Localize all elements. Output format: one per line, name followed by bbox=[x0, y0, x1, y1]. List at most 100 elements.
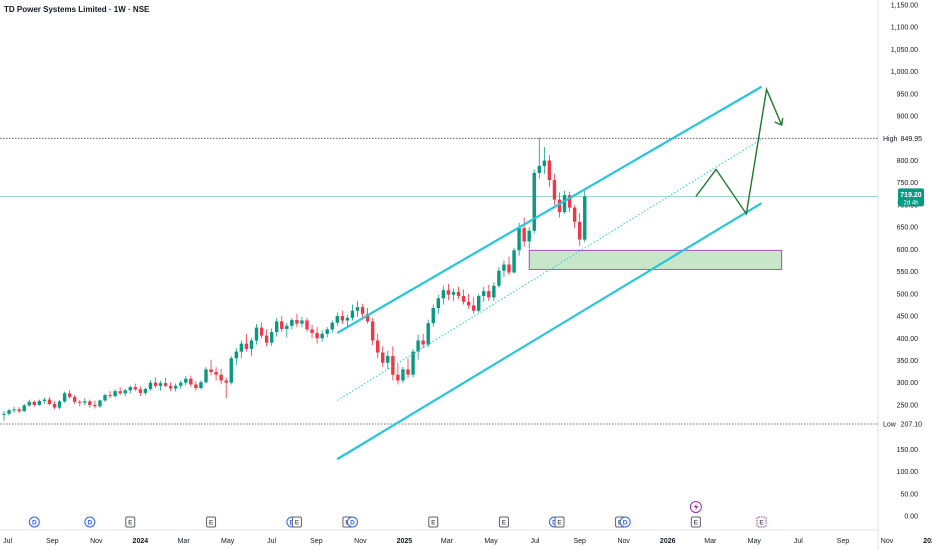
candle[interactable] bbox=[199, 380, 203, 390]
candle[interactable] bbox=[93, 400, 97, 409]
candle[interactable] bbox=[335, 312, 339, 326]
candle[interactable] bbox=[244, 333, 249, 352]
earnings-event-icon[interactable]: E bbox=[498, 516, 509, 528]
candle[interactable] bbox=[426, 319, 430, 348]
candle[interactable] bbox=[249, 338, 254, 357]
candle[interactable] bbox=[345, 315, 350, 327]
candle[interactable] bbox=[431, 304, 435, 327]
dividend-event-icon[interactable]: D bbox=[84, 516, 96, 528]
candle[interactable] bbox=[376, 333, 380, 359]
candle[interactable] bbox=[325, 327, 329, 338]
candle[interactable] bbox=[320, 330, 324, 342]
candle[interactable] bbox=[37, 399, 42, 406]
candle[interactable] bbox=[98, 399, 102, 409]
candle[interactable] bbox=[224, 377, 228, 399]
candle[interactable] bbox=[280, 316, 284, 332]
earnings-event-icon[interactable]: E bbox=[756, 516, 767, 528]
earnings-event-icon[interactable]: E bbox=[554, 516, 565, 528]
candle[interactable] bbox=[254, 324, 259, 345]
candle[interactable] bbox=[391, 346, 395, 381]
candle[interactable] bbox=[477, 293, 481, 313]
dividend-event-icon[interactable]: D bbox=[619, 516, 631, 528]
candle[interactable] bbox=[522, 217, 526, 247]
candle[interactable] bbox=[502, 260, 506, 277]
candle[interactable] bbox=[47, 396, 52, 406]
candle[interactable] bbox=[300, 316, 304, 328]
candle[interactable] bbox=[239, 340, 244, 358]
candle[interactable] bbox=[88, 399, 92, 408]
candle[interactable] bbox=[552, 173, 557, 205]
candle[interactable] bbox=[537, 137, 541, 179]
candle[interactable] bbox=[62, 391, 67, 403]
time-axis[interactable]: Jul Sep Nov 2024 Mar May Jul Sep Nov 2025 Mar May Ju… bbox=[3, 538, 932, 545]
candle[interactable] bbox=[471, 297, 476, 314]
candle[interactable] bbox=[153, 377, 158, 389]
candle[interactable] bbox=[229, 356, 233, 385]
candle[interactable] bbox=[360, 303, 365, 318]
candle[interactable] bbox=[305, 317, 309, 332]
candle[interactable] bbox=[133, 383, 137, 392]
candle[interactable] bbox=[209, 359, 213, 376]
candle[interactable] bbox=[310, 324, 314, 339]
events-layer[interactable]: DDEEDEEDEEDEEDEE bbox=[28, 501, 767, 528]
candle[interactable] bbox=[350, 304, 355, 321]
candle[interactable] bbox=[567, 191, 572, 213]
candle[interactable] bbox=[264, 329, 269, 347]
candle[interactable] bbox=[128, 385, 132, 394]
candle[interactable] bbox=[168, 382, 173, 392]
candle[interactable] bbox=[184, 376, 188, 386]
candle[interactable] bbox=[340, 310, 345, 325]
candle[interactable] bbox=[451, 288, 456, 301]
candle[interactable] bbox=[143, 387, 148, 396]
candle[interactable] bbox=[532, 169, 536, 234]
earnings-event-icon[interactable]: E bbox=[206, 516, 217, 528]
candle[interactable] bbox=[123, 388, 127, 397]
candle[interactable] bbox=[370, 317, 375, 345]
earnings-event-icon[interactable]: E bbox=[291, 516, 302, 528]
trendlines-layer[interactable] bbox=[336, 85, 784, 461]
candle[interactable] bbox=[295, 313, 299, 328]
candle[interactable] bbox=[22, 404, 26, 413]
candle[interactable] bbox=[108, 391, 112, 399]
candle[interactable] bbox=[446, 284, 451, 301]
candle[interactable] bbox=[401, 366, 405, 383]
candle[interactable] bbox=[148, 380, 153, 391]
candle[interactable] bbox=[103, 393, 107, 402]
candle[interactable] bbox=[396, 364, 400, 385]
candle[interactable] bbox=[330, 320, 334, 333]
candle[interactable] bbox=[269, 328, 274, 346]
price-axis[interactable]: 1,150.00 1,100.00 1,050.00 1,000.00 950.00 90… bbox=[891, 3, 918, 521]
candle[interactable] bbox=[381, 346, 385, 368]
candle[interactable] bbox=[7, 408, 11, 416]
candle[interactable] bbox=[466, 293, 471, 309]
candle[interactable] bbox=[527, 227, 531, 249]
candle[interactable] bbox=[204, 367, 208, 384]
candle[interactable] bbox=[441, 285, 446, 305]
candle[interactable] bbox=[214, 367, 218, 381]
candle[interactable] bbox=[421, 333, 425, 349]
candle[interactable] bbox=[83, 398, 87, 406]
candle[interactable] bbox=[285, 322, 289, 338]
candle[interactable] bbox=[189, 375, 193, 388]
candle[interactable] bbox=[416, 334, 420, 360]
candle[interactable] bbox=[386, 350, 390, 370]
candle[interactable] bbox=[578, 212, 582, 246]
candle[interactable] bbox=[78, 400, 82, 407]
candle[interactable] bbox=[234, 348, 238, 365]
candle[interactable] bbox=[42, 397, 47, 404]
candle[interactable] bbox=[275, 318, 279, 337]
candle[interactable] bbox=[138, 386, 143, 397]
candle[interactable] bbox=[487, 284, 491, 301]
candle[interactable] bbox=[290, 317, 294, 330]
candle[interactable] bbox=[456, 286, 461, 300]
earnings-event-icon[interactable]: E bbox=[690, 516, 701, 528]
candle[interactable] bbox=[547, 155, 552, 188]
candle[interactable] bbox=[572, 204, 577, 229]
candle[interactable] bbox=[542, 147, 547, 174]
candle[interactable] bbox=[497, 267, 501, 288]
candle[interactable] bbox=[411, 348, 415, 378]
candle[interactable] bbox=[163, 377, 168, 388]
candle[interactable] bbox=[194, 381, 198, 391]
candle[interactable] bbox=[179, 380, 183, 389]
